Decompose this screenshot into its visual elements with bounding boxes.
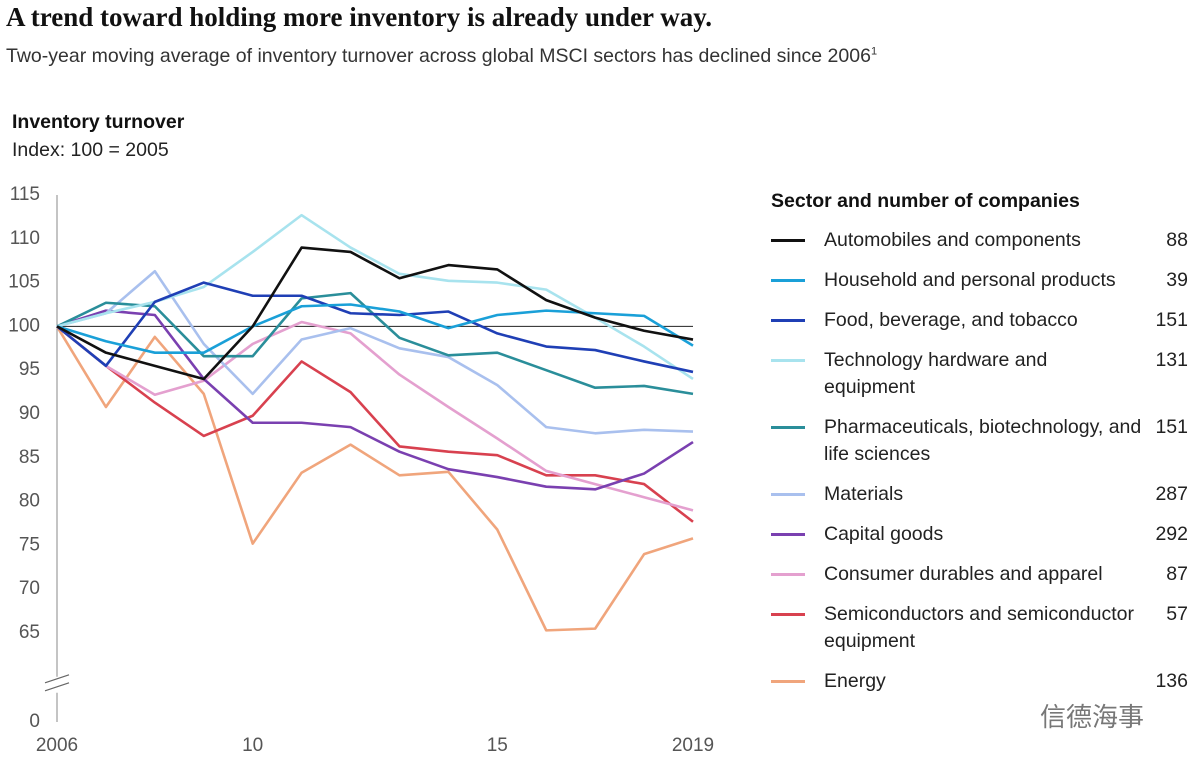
series-line bbox=[56, 325, 694, 523]
legend-entry: Materials 287 bbox=[771, 481, 1196, 508]
y-tick-label: 75 bbox=[19, 534, 40, 555]
legend: Sector and number of companies Automobil… bbox=[771, 190, 1196, 708]
legend-swatch bbox=[771, 359, 805, 362]
legend-label: Energy bbox=[824, 670, 886, 692]
axis-break bbox=[44, 674, 70, 684]
y-tick-label: 85 bbox=[19, 447, 40, 468]
legend-entry: Capital goods 292 bbox=[771, 521, 1196, 548]
legend-label: Technology hardware and equipment bbox=[824, 349, 1048, 398]
legend-swatch bbox=[771, 573, 805, 576]
legend-entry: Energy 136 bbox=[771, 668, 1196, 695]
chart-subtitle: Two-year moving average of inventory tur… bbox=[6, 45, 877, 68]
series-line bbox=[56, 320, 694, 512]
legend-swatch bbox=[771, 279, 805, 282]
y-axis-label: Inventory turnover bbox=[12, 111, 185, 133]
y-tick-label: 70 bbox=[19, 578, 40, 599]
legend-swatch bbox=[771, 319, 805, 322]
legend-entry: Automobiles and components 88 bbox=[771, 227, 1196, 254]
y-tick-label: 80 bbox=[19, 491, 40, 512]
legend-count: 151 bbox=[1155, 416, 1188, 438]
legend-swatch bbox=[771, 613, 805, 616]
series-line bbox=[56, 309, 694, 491]
y-tick-label: 105 bbox=[8, 272, 40, 293]
legend-count: 57 bbox=[1166, 603, 1188, 625]
y-tick-label: 110 bbox=[10, 228, 40, 249]
legend-count: 39 bbox=[1166, 269, 1188, 291]
axis-break bbox=[44, 682, 70, 692]
x-tick-label: 15 bbox=[487, 735, 508, 756]
legend-count: 136 bbox=[1155, 670, 1188, 692]
legend-label: Household and personal products bbox=[824, 269, 1116, 291]
legend-label: Capital goods bbox=[824, 523, 944, 545]
y-tick-label: 115 bbox=[10, 184, 40, 205]
legend-count: 88 bbox=[1166, 229, 1188, 251]
legend-label: Pharmaceuticals, biotechnology, and life… bbox=[824, 416, 1142, 465]
chart-title: A trend toward holding more inventory is… bbox=[6, 2, 713, 32]
legend-label: Automobiles and components bbox=[824, 229, 1081, 251]
series-line bbox=[56, 246, 694, 381]
legend-label: Materials bbox=[824, 483, 904, 505]
y-tick-label: 0 bbox=[29, 711, 40, 732]
y-tick-label: 95 bbox=[19, 359, 40, 380]
watermark: 信德海事 bbox=[1040, 702, 1145, 732]
legend-count: 87 bbox=[1166, 563, 1188, 585]
legend-swatch bbox=[771, 493, 805, 496]
series-line bbox=[56, 269, 694, 435]
x-tick-label: 10 bbox=[242, 735, 263, 756]
legend-swatch bbox=[771, 533, 805, 536]
series-line bbox=[56, 281, 694, 374]
legend-count: 151 bbox=[1155, 309, 1188, 331]
legend-count: 131 bbox=[1155, 349, 1188, 371]
x-tick-label: 2019 bbox=[672, 735, 714, 756]
legend-count: 287 bbox=[1155, 483, 1188, 505]
legend-entry: Household and personal products 39 bbox=[771, 267, 1196, 294]
legend-entry: Pharmaceuticals, biotechnology, and life… bbox=[771, 414, 1196, 468]
legend-count: 292 bbox=[1155, 523, 1188, 545]
y-axis-sublabel: Index: 100 = 2005 bbox=[12, 139, 169, 161]
series-line bbox=[56, 303, 694, 354]
legend-swatch bbox=[771, 239, 805, 242]
legend-swatch bbox=[771, 680, 805, 683]
series-line bbox=[56, 291, 694, 396]
legend-label: Semiconductors and semiconductor equipme… bbox=[824, 603, 1134, 652]
legend-swatch bbox=[771, 426, 805, 429]
legend-entry: Food, beverage, and tobacco 151 bbox=[771, 307, 1196, 334]
series-line bbox=[55, 325, 694, 632]
legend-label: Consumer durables and apparel bbox=[824, 563, 1103, 585]
legend-entry: Technology hardware and equipment 131 bbox=[771, 347, 1196, 401]
subtitle-text: Two-year moving average of inventory tur… bbox=[6, 45, 871, 67]
legend-entry: Semiconductors and semiconductor equipme… bbox=[771, 601, 1196, 655]
legend-entry: Consumer durables and apparel 87 bbox=[771, 561, 1196, 588]
y-tick-label: 100 bbox=[8, 315, 40, 336]
y-tick-label: 90 bbox=[19, 403, 40, 424]
subtitle-note: 1 bbox=[870, 45, 878, 58]
y-tick-label: 65 bbox=[19, 622, 40, 643]
legend-title: Sector and number of companies bbox=[771, 190, 1080, 212]
legend-label: Food, beverage, and tobacco bbox=[824, 309, 1078, 331]
chart: 115 110 105 100 95 90 85 80 75 70 65 0 2006 10 15 2019 bbox=[8, 184, 714, 756]
x-tick-label: 2006 bbox=[36, 735, 78, 756]
